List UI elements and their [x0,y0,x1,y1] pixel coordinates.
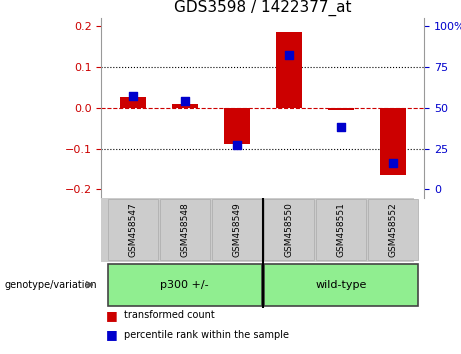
Bar [380,108,406,175]
Text: wild-type: wild-type [315,280,366,290]
Text: transformed count: transformed count [124,310,215,320]
Bar [171,104,198,108]
Text: genotype/variation: genotype/variation [5,280,97,290]
Text: p300 +/-: p300 +/- [160,280,209,290]
FancyBboxPatch shape [316,199,366,260]
FancyBboxPatch shape [264,264,418,306]
Text: GSM458548: GSM458548 [180,202,189,257]
Text: GSM458549: GSM458549 [232,202,241,257]
Bar [224,108,250,144]
Text: percentile rank within the sample: percentile rank within the sample [124,330,290,339]
Text: ■: ■ [106,309,118,321]
Text: GSM458547: GSM458547 [128,202,137,257]
Text: GSM458551: GSM458551 [337,202,345,257]
Point [389,160,396,166]
FancyBboxPatch shape [212,199,262,260]
Point [337,125,344,130]
Bar [120,97,146,108]
Text: GSM458550: GSM458550 [284,202,293,257]
Point [181,98,189,104]
FancyBboxPatch shape [368,199,418,260]
FancyBboxPatch shape [108,199,158,260]
FancyBboxPatch shape [160,199,210,260]
Point [285,52,292,58]
Text: ■: ■ [106,328,118,341]
Text: GSM458552: GSM458552 [388,202,397,257]
Point [233,143,241,148]
Bar [276,32,302,108]
Title: GDS3598 / 1422377_at: GDS3598 / 1422377_at [174,0,352,16]
Point [129,93,136,99]
Bar [328,108,354,110]
FancyBboxPatch shape [264,199,314,260]
FancyBboxPatch shape [108,264,262,306]
